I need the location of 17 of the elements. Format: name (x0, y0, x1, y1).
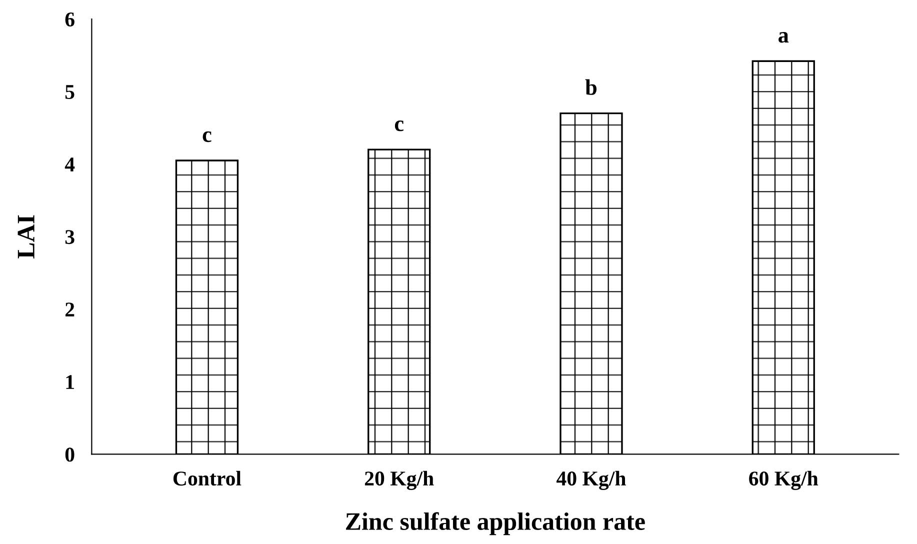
y-tick-label: 0 (65, 448, 74, 462)
annotation: c (202, 131, 212, 142)
y-tick-label: 2 (65, 302, 74, 316)
x-tick-label: 20 Kg/h (364, 470, 434, 490)
y-tick-label: 3 (65, 230, 74, 244)
x-tick-label: 40 Kg/h (556, 470, 626, 490)
y-tick-label: 5 (65, 85, 74, 100)
x-axis-title: Zinc sulfate application rate (346, 512, 645, 536)
annotation: b (585, 79, 597, 95)
annotation: a (778, 32, 789, 43)
annotation: c (394, 120, 404, 132)
y-tick-label: 1 (66, 375, 74, 389)
x-tick-label: 60 Kg/h (749, 470, 818, 490)
x-tick-label: Control (173, 470, 242, 486)
y-tick-label: 6 (65, 12, 74, 26)
y-axis-title: LAI (18, 215, 34, 258)
y-tick-label: 4 (64, 158, 75, 172)
